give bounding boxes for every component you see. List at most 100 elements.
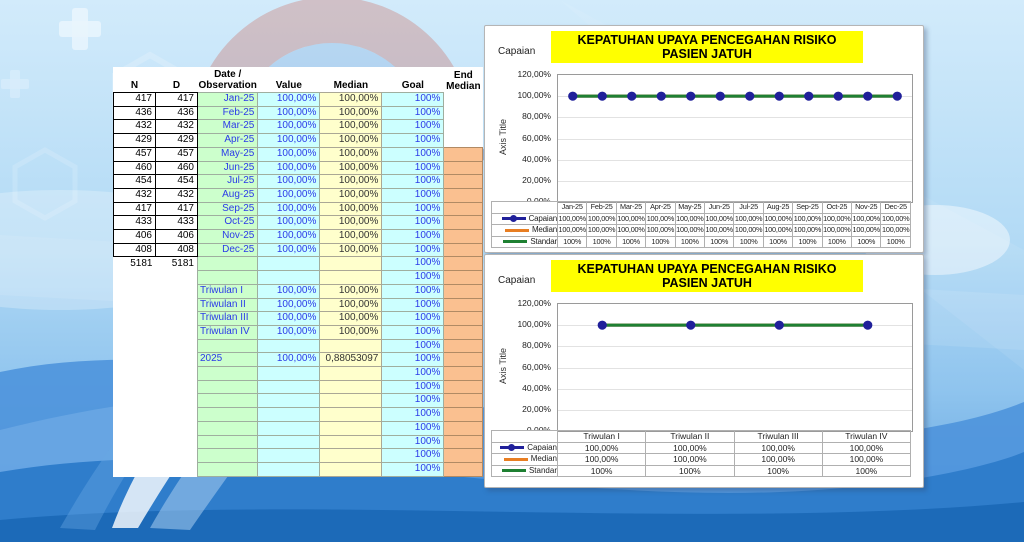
cell-end-median[interactable] [443, 92, 483, 107]
cell-goal[interactable]: 100% [381, 352, 445, 368]
cell-median[interactable]: 100,00% [319, 92, 383, 107]
cell-end-median[interactable] [443, 174, 484, 189]
cell-median[interactable]: 100,00% [319, 187, 383, 203]
cell-n[interactable]: 417 [113, 201, 156, 217]
cell-date-observation[interactable]: Jun-25 [196, 160, 259, 176]
cell-end-median[interactable] [443, 434, 484, 450]
cell-date-observation[interactable] [196, 379, 259, 395]
cell-median[interactable]: 100,00% [319, 242, 383, 258]
cell-median[interactable]: 100,00% [319, 119, 383, 135]
cell-goal[interactable]: 100% [381, 215, 445, 231]
cell-d[interactable] [155, 462, 198, 477]
cell-d[interactable]: 432 [155, 187, 198, 203]
cell-d[interactable] [155, 380, 198, 394]
cell-end-median[interactable] [443, 215, 484, 231]
cell-median[interactable] [319, 270, 383, 285]
cell-goal[interactable]: 100% [381, 256, 445, 272]
cell-value[interactable]: 100,00% [257, 297, 321, 313]
cell-value[interactable] [257, 407, 321, 422]
cell-d[interactable] [155, 284, 198, 299]
cell-date-observation[interactable]: Feb-25 [196, 105, 259, 121]
cell-median[interactable]: 100,00% [319, 311, 383, 326]
cell-end-median[interactable] [443, 283, 484, 299]
cell-date-observation[interactable] [196, 407, 259, 422]
cell-goal[interactable]: 100% [381, 201, 445, 217]
cell-n[interactable] [113, 407, 156, 422]
cell-end-median[interactable] [443, 119, 483, 134]
cell-median[interactable]: 100,00% [319, 105, 383, 121]
cell-goal[interactable]: 100% [381, 174, 445, 189]
cell-d[interactable]: 432 [155, 119, 198, 135]
cell-goal[interactable]: 100% [381, 119, 445, 135]
cell-d[interactable] [155, 421, 198, 436]
cell-n[interactable] [113, 339, 156, 353]
cell-median[interactable]: 100,00% [319, 215, 383, 231]
cell-n[interactable] [113, 462, 156, 477]
cell-value[interactable]: 100,00% [257, 215, 321, 231]
cell-date-observation[interactable]: Nov-25 [196, 229, 259, 244]
cell-goal[interactable]: 100% [381, 160, 445, 176]
cell-median[interactable]: 100,00% [319, 324, 383, 340]
cell-goal[interactable]: 100% [381, 461, 445, 477]
cell-date-observation[interactable] [196, 461, 259, 477]
cell-n[interactable]: 457 [113, 146, 156, 162]
cell-date-observation[interactable]: Triwulan I [196, 283, 259, 299]
cell-median[interactable]: 0,88053097 [319, 352, 383, 368]
cell-median[interactable] [319, 420, 383, 436]
cell-date-observation[interactable]: Apr-25 [196, 133, 259, 148]
cell-median[interactable]: 100,00% [319, 160, 383, 176]
cell-date-observation[interactable] [196, 393, 259, 409]
cell-goal[interactable]: 100% [381, 448, 445, 463]
cell-n[interactable]: 5181 [113, 256, 156, 271]
cell-date-observation[interactable] [196, 338, 259, 354]
cell-value[interactable]: 100,00% [257, 352, 321, 368]
cell-value[interactable] [257, 434, 321, 450]
cell-median[interactable] [319, 448, 383, 463]
cell-n[interactable] [113, 325, 156, 340]
cell-n[interactable]: 432 [113, 119, 156, 135]
cell-d[interactable]: 5181 [155, 256, 198, 271]
cell-end-median[interactable] [443, 201, 484, 217]
cell-median[interactable] [319, 461, 383, 477]
cell-date-observation[interactable]: Triwulan IV [196, 324, 259, 340]
cell-goal[interactable]: 100% [381, 324, 445, 340]
cell-d[interactable] [155, 325, 198, 340]
cell-d[interactable] [155, 298, 198, 312]
cell-end-median[interactable] [443, 379, 484, 395]
cell-date-observation[interactable] [196, 420, 259, 436]
cell-median[interactable] [319, 366, 383, 381]
cell-value[interactable] [257, 393, 321, 409]
cell-median[interactable]: 100,00% [319, 174, 383, 189]
cell-goal[interactable]: 100% [381, 366, 445, 381]
cell-end-median[interactable] [443, 256, 484, 272]
cell-date-observation[interactable]: Oct-25 [196, 215, 259, 231]
cell-value[interactable] [257, 338, 321, 354]
cell-n[interactable] [113, 421, 156, 436]
cell-end-median[interactable] [443, 297, 484, 313]
cell-d[interactable] [155, 270, 198, 285]
cell-goal[interactable]: 100% [381, 105, 445, 121]
cell-d[interactable]: 417 [155, 92, 198, 107]
cell-n[interactable]: 433 [113, 215, 156, 231]
cell-goal[interactable]: 100% [381, 311, 445, 326]
cell-n[interactable]: 417 [113, 92, 156, 107]
cell-value[interactable]: 100,00% [257, 133, 321, 148]
cell-date-observation[interactable]: Jul-25 [196, 174, 259, 189]
cell-value[interactable]: 100,00% [257, 187, 321, 203]
cell-d[interactable] [155, 352, 198, 367]
cell-d[interactable]: 460 [155, 160, 198, 176]
cell-end-median[interactable] [443, 338, 484, 354]
cell-end-median[interactable] [443, 324, 484, 340]
cell-goal[interactable]: 100% [381, 379, 445, 395]
cell-value[interactable]: 100,00% [257, 324, 321, 340]
cell-date-observation[interactable]: Jan-25 [196, 92, 259, 107]
cell-d[interactable] [155, 448, 198, 463]
cell-median[interactable] [319, 256, 383, 272]
cell-value[interactable]: 100,00% [257, 160, 321, 176]
cell-value[interactable]: 100,00% [257, 242, 321, 258]
cell-end-median[interactable] [443, 393, 484, 409]
cell-goal[interactable]: 100% [381, 146, 445, 162]
cell-goal[interactable]: 100% [381, 187, 445, 203]
cell-median[interactable]: 100,00% [319, 297, 383, 313]
cell-end-median[interactable] [443, 448, 484, 463]
